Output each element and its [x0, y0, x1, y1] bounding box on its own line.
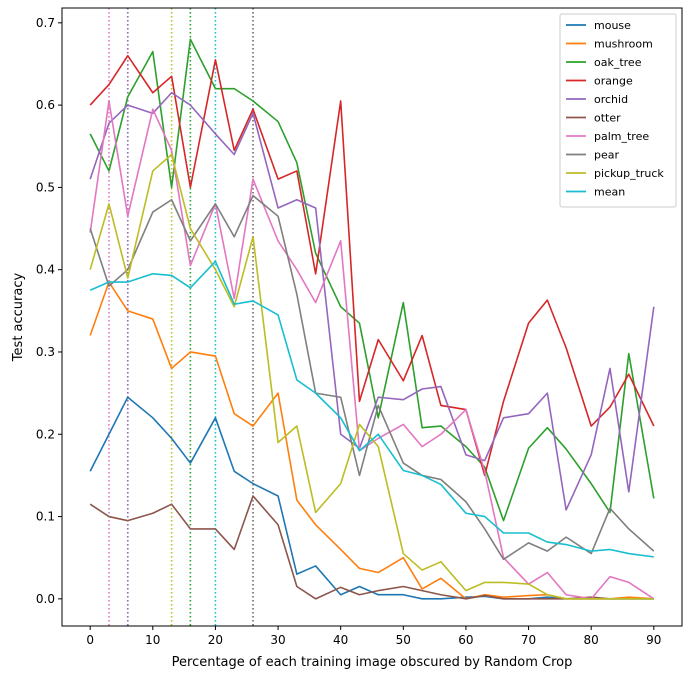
legend-label-mean: mean: [594, 186, 625, 199]
x-tick-label: 50: [396, 633, 411, 647]
data-series: [89, 38, 655, 600]
y-tick-label: 0.3: [36, 345, 55, 359]
plot-frame: [61, 7, 683, 627]
x-tick-label: 40: [333, 633, 348, 647]
y-axis: 0.0 0.1 0.2 0.3 0.4 0.5 0.6 0.7: [36, 16, 62, 606]
legend-label-otter: otter: [594, 112, 621, 125]
y-tick-label: 0.4: [36, 263, 55, 277]
legend-label-orchid: orchid: [594, 93, 628, 106]
y-tick-label: 0.7: [36, 16, 55, 30]
legend-label-oak-tree: oak_tree: [594, 56, 642, 69]
x-tick-label: 60: [458, 633, 473, 647]
x-axis: 0 10 20 30 40 50 60 70 80 90: [86, 626, 661, 647]
series-line-otter: [89, 495, 654, 600]
legend-label-orange: orange: [594, 75, 633, 88]
y-tick-label: 0.0: [36, 592, 55, 606]
series-line-pear: [89, 194, 655, 561]
y-tick-label: 0.1: [36, 510, 55, 524]
legend-label-pear: pear: [594, 149, 619, 162]
y-tick-label: 0.5: [36, 180, 55, 194]
x-tick-label: 0: [86, 633, 94, 647]
legend-label-mouse: mouse: [594, 19, 631, 32]
y-axis-label: Test accuracy: [11, 273, 26, 363]
x-axis-label: Percentage of each training image obscur…: [172, 655, 573, 670]
x-tick-label: 70: [521, 633, 536, 647]
series-line-mean: [89, 260, 654, 558]
y-tick-label: 0.2: [36, 427, 55, 441]
vertical-markers: [108, 8, 254, 626]
legend-box: [559, 13, 677, 208]
x-tick-label: 80: [584, 633, 599, 647]
series-line-mouse: [89, 396, 654, 600]
series-line-palm-tree: [89, 100, 655, 600]
x-tick-label: 10: [145, 633, 160, 647]
x-tick-label: 90: [646, 633, 661, 647]
legend-label-palm-tree: palm_tree: [594, 130, 649, 143]
y-tick-label: 0.6: [36, 98, 55, 112]
legend-label-mushroom: mushroom: [594, 38, 653, 51]
series-line-pickup-truck: [89, 153, 654, 600]
legend-label-pickup-truck: pickup_truck: [594, 167, 664, 180]
x-tick-label: 20: [208, 633, 223, 647]
series-line-orange: [89, 54, 655, 477]
series-line-orchid: [89, 91, 655, 511]
x-tick-label: 30: [270, 633, 285, 647]
